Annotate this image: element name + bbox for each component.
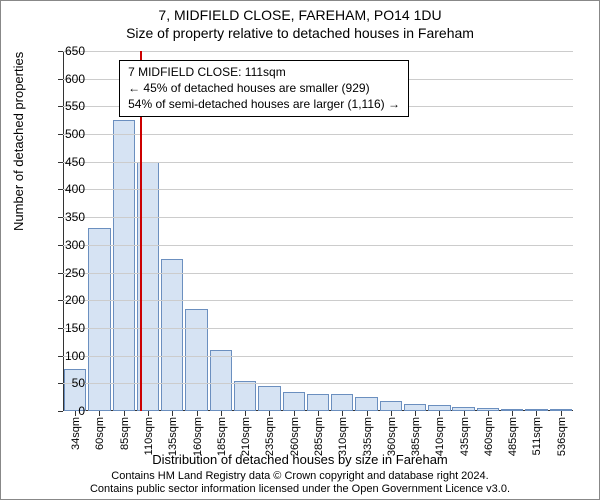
ytick-label: 100 [45,349,85,363]
bar-slot: 511sqm [524,51,548,411]
ytick-label: 600 [45,72,85,86]
bar-slot: 485sqm [500,51,524,411]
xtick-label: 285sqm [311,411,325,456]
xtick-label: 210sqm [238,411,252,456]
footer: Contains HM Land Registry data © Crown c… [1,470,599,498]
bar [355,397,377,411]
bar [283,392,305,411]
xtick-label: 335sqm [360,411,374,456]
ytick-label: 0 [45,404,85,418]
ytick-label: 150 [45,321,85,335]
ytick-label: 350 [45,210,85,224]
xtick-label: 410sqm [432,411,446,456]
bar [210,350,232,411]
annotation-box: 7 MIDFIELD CLOSE: 111sqm← 45% of detache… [119,60,409,117]
ytick-label: 650 [45,44,85,58]
xtick-label: 511sqm [529,411,543,455]
xtick-label: 110sqm [141,411,155,455]
xtick-label: 310sqm [335,411,349,456]
annotation-line: 54% of semi-detached houses are larger (… [128,96,400,112]
ytick-label: 200 [45,293,85,307]
bar-slot: 60sqm [87,51,111,411]
bar [161,259,183,411]
x-axis-label: Distribution of detached houses by size … [1,452,599,467]
ytick-label: 500 [45,127,85,141]
xtick-label: 85sqm [117,411,131,450]
ytick-label: 50 [45,376,85,390]
bar [404,404,426,411]
y-axis-label: Number of detached properties [11,52,26,231]
bar [380,401,402,411]
xtick-label: 185sqm [214,411,228,456]
footer-line1: Contains HM Land Registry data © Crown c… [1,470,599,484]
bar [258,386,280,411]
ytick-label: 550 [45,99,85,113]
bar [307,394,329,411]
bar [113,120,135,411]
chart-container: 7, MIDFIELD CLOSE, FAREHAM, PO14 1DU Siz… [0,0,600,500]
title-line2: Size of property relative to detached ho… [1,25,599,43]
xtick-label: 485sqm [505,411,519,456]
xtick-label: 235sqm [262,411,276,456]
xtick-label: 160sqm [190,411,204,456]
annotation-line: ← 45% of detached houses are smaller (92… [128,80,400,96]
bar-slot: 536sqm [549,51,573,411]
title-block: 7, MIDFIELD CLOSE, FAREHAM, PO14 1DU Siz… [1,1,599,42]
ytick-label: 450 [45,155,85,169]
ytick-label: 250 [45,266,85,280]
bar [331,394,353,411]
xtick-label: 435sqm [457,411,471,456]
bar [234,381,256,411]
bar-slot: 410sqm [427,51,451,411]
annotation-line: 7 MIDFIELD CLOSE: 111sqm [128,64,400,80]
xtick-label: 60sqm [92,411,106,450]
xtick-label: 135sqm [165,411,179,456]
xtick-label: 260sqm [287,411,301,456]
xtick-label: 385sqm [408,411,422,456]
xtick-label: 536sqm [554,411,568,456]
ytick-label: 400 [45,182,85,196]
ytick-label: 300 [45,238,85,252]
title-line1: 7, MIDFIELD CLOSE, FAREHAM, PO14 1DU [1,7,599,25]
footer-line2: Contains public sector information licen… [1,483,599,497]
bar [185,309,207,411]
xtick-label: 460sqm [481,411,495,456]
xtick-label: 360sqm [384,411,398,456]
bar-slot: 435sqm [452,51,476,411]
plot-area: 34sqm60sqm85sqm110sqm135sqm160sqm185sqm2… [63,51,573,411]
bar-slot: 460sqm [476,51,500,411]
